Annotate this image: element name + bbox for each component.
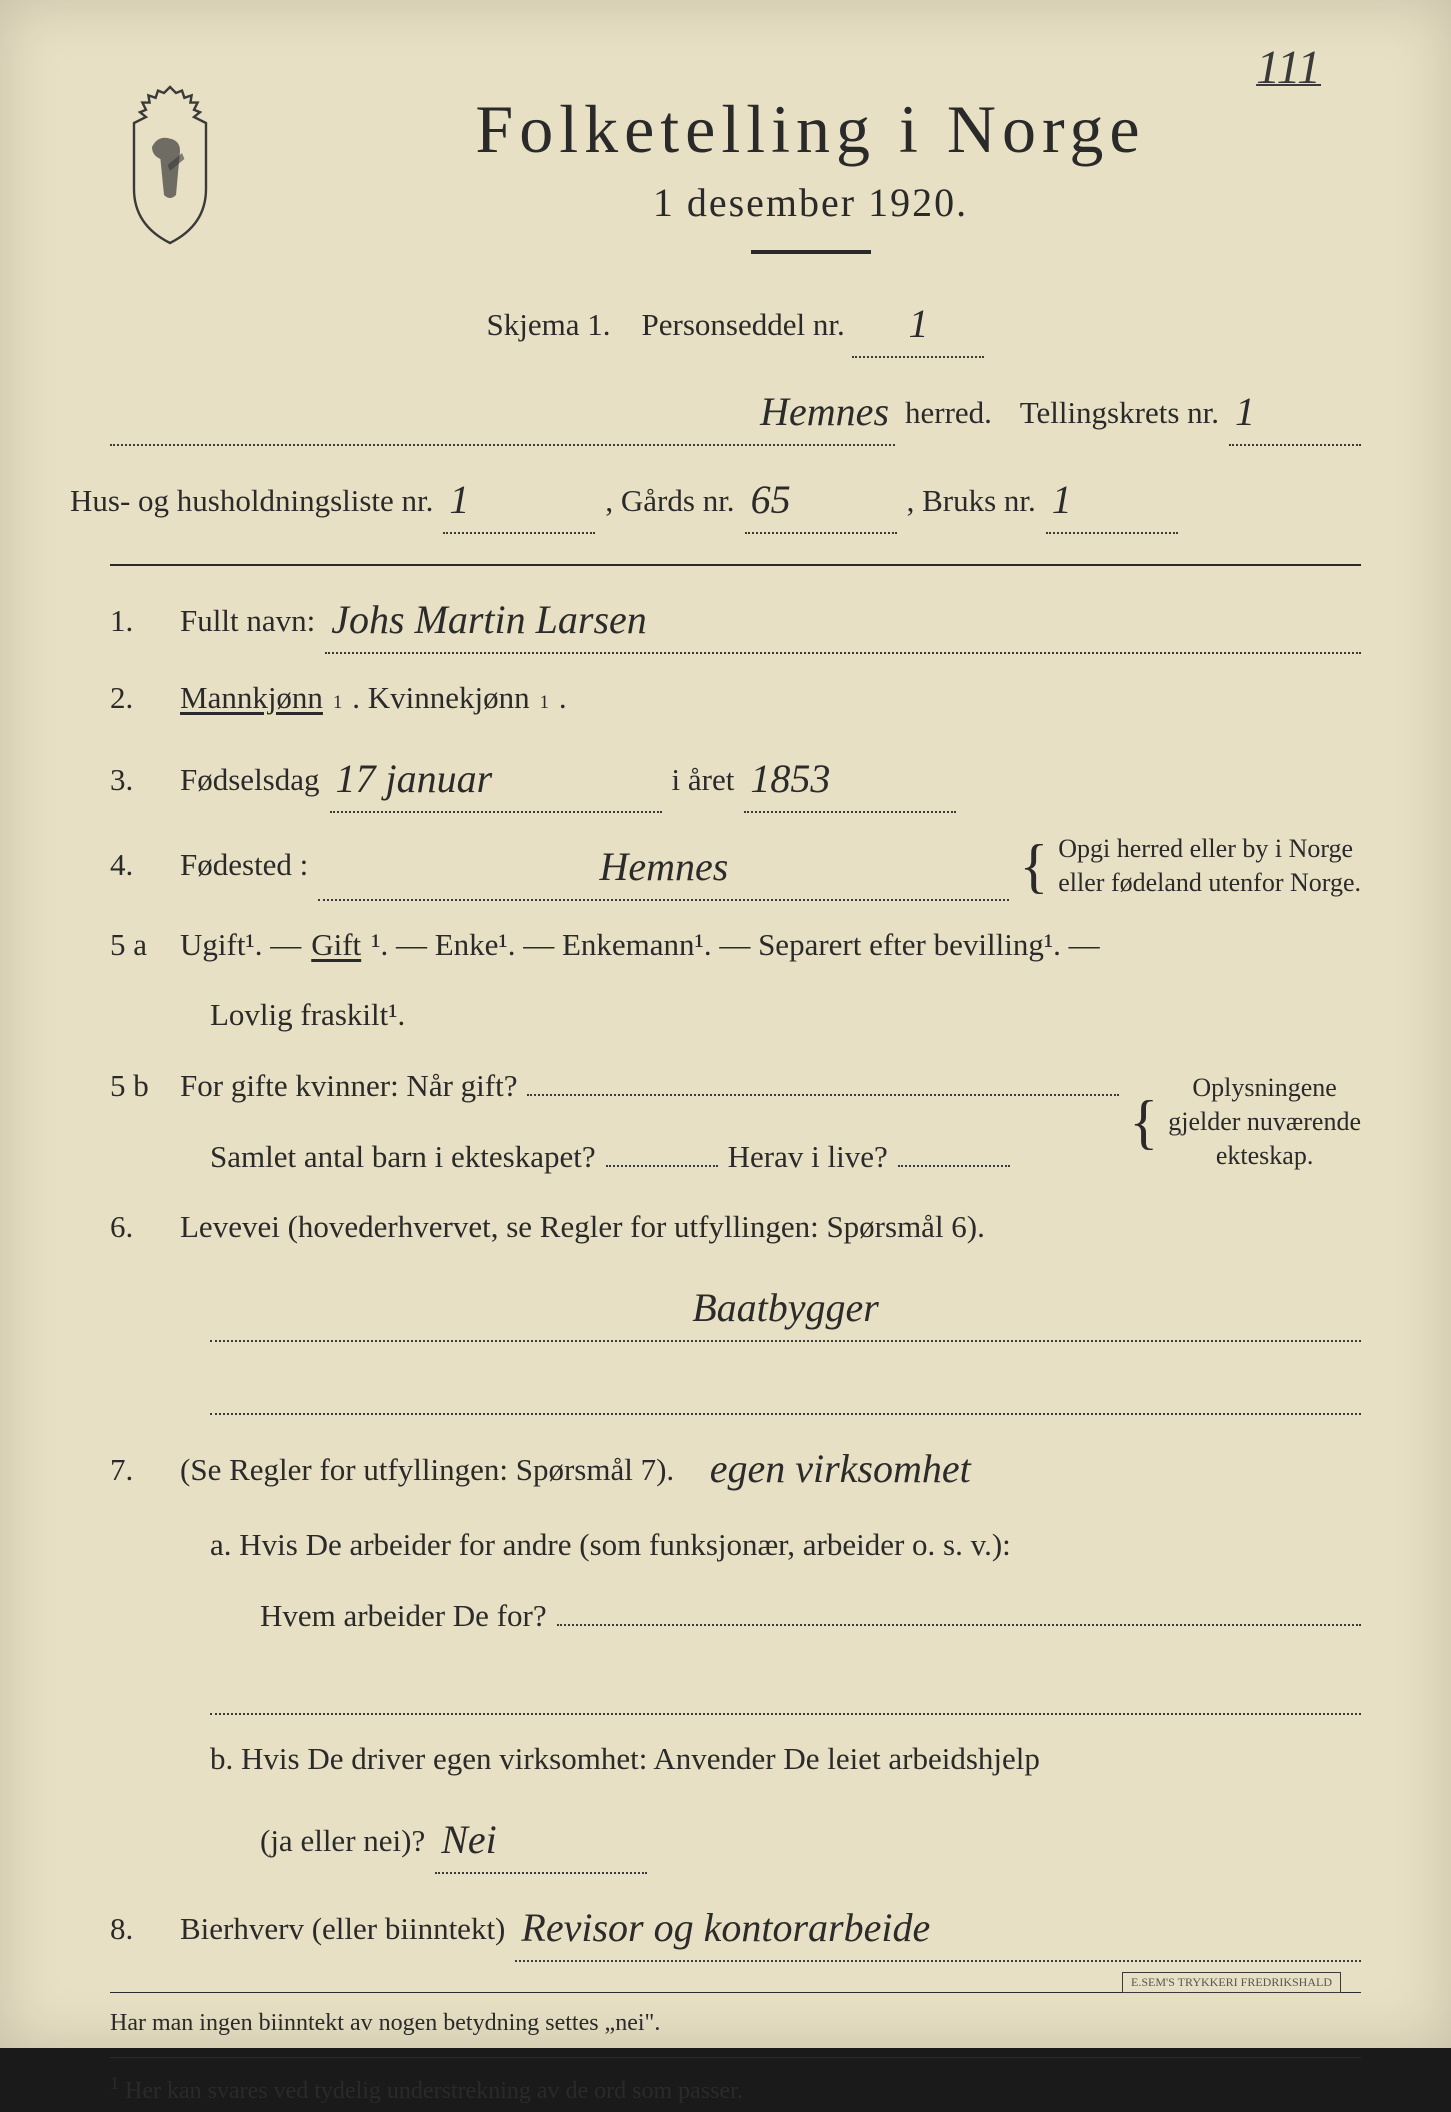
- q2-kvinnekjonn: . Kvinnekjønn: [352, 672, 529, 725]
- q8-line: 8. Bierhverv (eller biinntekt) Revisor o…: [110, 1892, 1361, 1962]
- q7a-line2: Hvem arbeider De for?: [260, 1590, 1361, 1643]
- q7-value: egen virksomhet: [710, 1435, 971, 1503]
- husliste-value: 1: [449, 477, 469, 522]
- q5a-gift: Gift: [311, 919, 361, 972]
- q5b-line2a: Samlet antal barn i ekteskapet?: [210, 1131, 596, 1184]
- form-area: Skjema 1. Personseddel nr. 1 Hemnes herr…: [110, 288, 1361, 2112]
- divider: [110, 2057, 1361, 2058]
- bruks-value: 1: [1052, 477, 1072, 522]
- q7a-line: a. Hvis De arbeider for andre (som funks…: [210, 1519, 1361, 1572]
- q4-value: Hemnes: [599, 844, 728, 889]
- q1-value: Johs Martin Larsen: [331, 597, 647, 642]
- q5b-note: Oplysningene gjelder nuværende ekteskap.: [1168, 1071, 1361, 1172]
- gaards-value: 65: [751, 477, 791, 522]
- coat-of-arms-icon: [110, 80, 230, 250]
- q5b-label: For gifte kvinner: Når gift?: [180, 1060, 517, 1113]
- q4-note: Opgi herred eller by i Norge eller fødel…: [1058, 832, 1361, 900]
- q7-line: 7. (Se Regler for utfyllingen: Spørsmål …: [110, 1433, 1361, 1501]
- q7b-line2: (ja eller nei)? Nei: [260, 1804, 1361, 1874]
- main-title: Folketelling i Norge: [260, 90, 1361, 169]
- q7a-line2-label: Hvem arbeider De for?: [260, 1590, 547, 1643]
- q8-label: Bierhverv (eller biinntekt): [180, 1903, 505, 1956]
- q1-label: Fullt navn:: [180, 595, 315, 648]
- husliste-label: Hus- og husholdningsliste nr.: [70, 475, 433, 528]
- q2-line: 2. Mannkjønn1 . Kvinnekjønn1.: [110, 672, 1361, 725]
- page-number-handwritten: 111: [1256, 40, 1321, 95]
- q3-day: 17 januar: [336, 756, 493, 801]
- q6-label: Levevei (hovederhvervet, se Regler for u…: [180, 1201, 985, 1254]
- brace-icon: {: [1019, 842, 1048, 890]
- personseddel-value: 1: [908, 301, 928, 346]
- q8-value: Revisor og kontorarbeide: [521, 1905, 930, 1950]
- q4-label: Fødested :: [180, 839, 308, 892]
- tellingskrets-value: 1: [1235, 389, 1255, 434]
- herred-value: Hemnes: [760, 389, 889, 434]
- brace-icon: {: [1129, 1098, 1158, 1146]
- title-divider: [751, 250, 871, 254]
- q3-year: 1853: [750, 756, 830, 801]
- skjema-label: Skjema 1.: [487, 307, 611, 342]
- q5a-ugift: Ugift¹. —: [180, 919, 301, 972]
- printer-stamp: E.SEM'S TRYKKERI FREDRIKSHALD: [1122, 1972, 1341, 1993]
- q3-mid: i året: [672, 754, 735, 807]
- bruks-label: , Bruks nr.: [907, 475, 1036, 528]
- q7a-blank: [210, 1660, 1361, 1715]
- q6-value: Baatbygger: [692, 1285, 879, 1330]
- herred-line: Hemnes herred. Tellingskrets nr. 1: [110, 376, 1361, 446]
- herred-label: herred.: [905, 387, 992, 440]
- q5a-rest: ¹. — Enke¹. — Enkemann¹. — Separert efte…: [371, 919, 1099, 972]
- q7b-label: b. Hvis De driver egen virksomhet: Anven…: [210, 1733, 1040, 1786]
- q3-line: 3. Fødselsdag 17 januar i året 1853: [110, 743, 1361, 813]
- census-form-page: 111 Folketelling i Norge 1 desember 1920…: [0, 0, 1451, 2048]
- divider: [110, 564, 1361, 566]
- skjema-line: Skjema 1. Personseddel nr. 1: [110, 288, 1361, 358]
- footnote: 1 Her kan svares ved tydelig understrekn…: [110, 2068, 1361, 2112]
- header-row: Folketelling i Norge 1 desember 1920.: [110, 60, 1361, 278]
- q3-label: Fødselsdag: [180, 754, 320, 807]
- personseddel-label: Personseddel nr.: [642, 307, 845, 342]
- q7b-line: b. Hvis De driver egen virksomhet: Anven…: [210, 1733, 1361, 1786]
- q5a-line2: Lovlig fraskilt¹.: [210, 989, 1361, 1042]
- q4-line: 4. Fødested : Hemnes { Opgi herred eller…: [110, 831, 1361, 901]
- q5b-line2b: Herav i live?: [728, 1131, 888, 1184]
- gaards-label: , Gårds nr.: [605, 475, 734, 528]
- q1-line: 1. Fullt navn: Johs Martin Larsen: [110, 584, 1361, 654]
- q6-blank: [210, 1360, 1361, 1415]
- q7b-value: Nei: [441, 1817, 497, 1862]
- q6-line: 6. Levevei (hovederhvervet, se Regler fo…: [110, 1201, 1361, 1254]
- q5a-line: 5 a Ugift¹. — Gift ¹. — Enke¹. — Enkeman…: [110, 919, 1361, 972]
- q7a-label: a. Hvis De arbeider for andre (som funks…: [210, 1519, 1011, 1572]
- title-block: Folketelling i Norge 1 desember 1920.: [260, 60, 1361, 278]
- q7b-line2-label: (ja eller nei)?: [260, 1815, 425, 1868]
- q5b-line: 5 b For gifte kvinner: Når gift? Samlet …: [110, 1060, 1361, 1183]
- bottom-note: Har man ingen biinntekt av nogen betydni…: [110, 2003, 1361, 2044]
- subtitle: 1 desember 1920.: [260, 179, 1361, 226]
- q7-label: (Se Regler for utfyllingen: Spørsmål 7).: [180, 1444, 674, 1497]
- tellingskrets-label: Tellingskrets nr.: [1020, 387, 1219, 440]
- q2-mannkjonn: Mannkjønn: [180, 672, 323, 725]
- q6-value-line: Baatbygger: [210, 1272, 1361, 1342]
- husliste-line: Hus- og husholdningsliste nr. 1 , Gårds …: [70, 464, 1361, 534]
